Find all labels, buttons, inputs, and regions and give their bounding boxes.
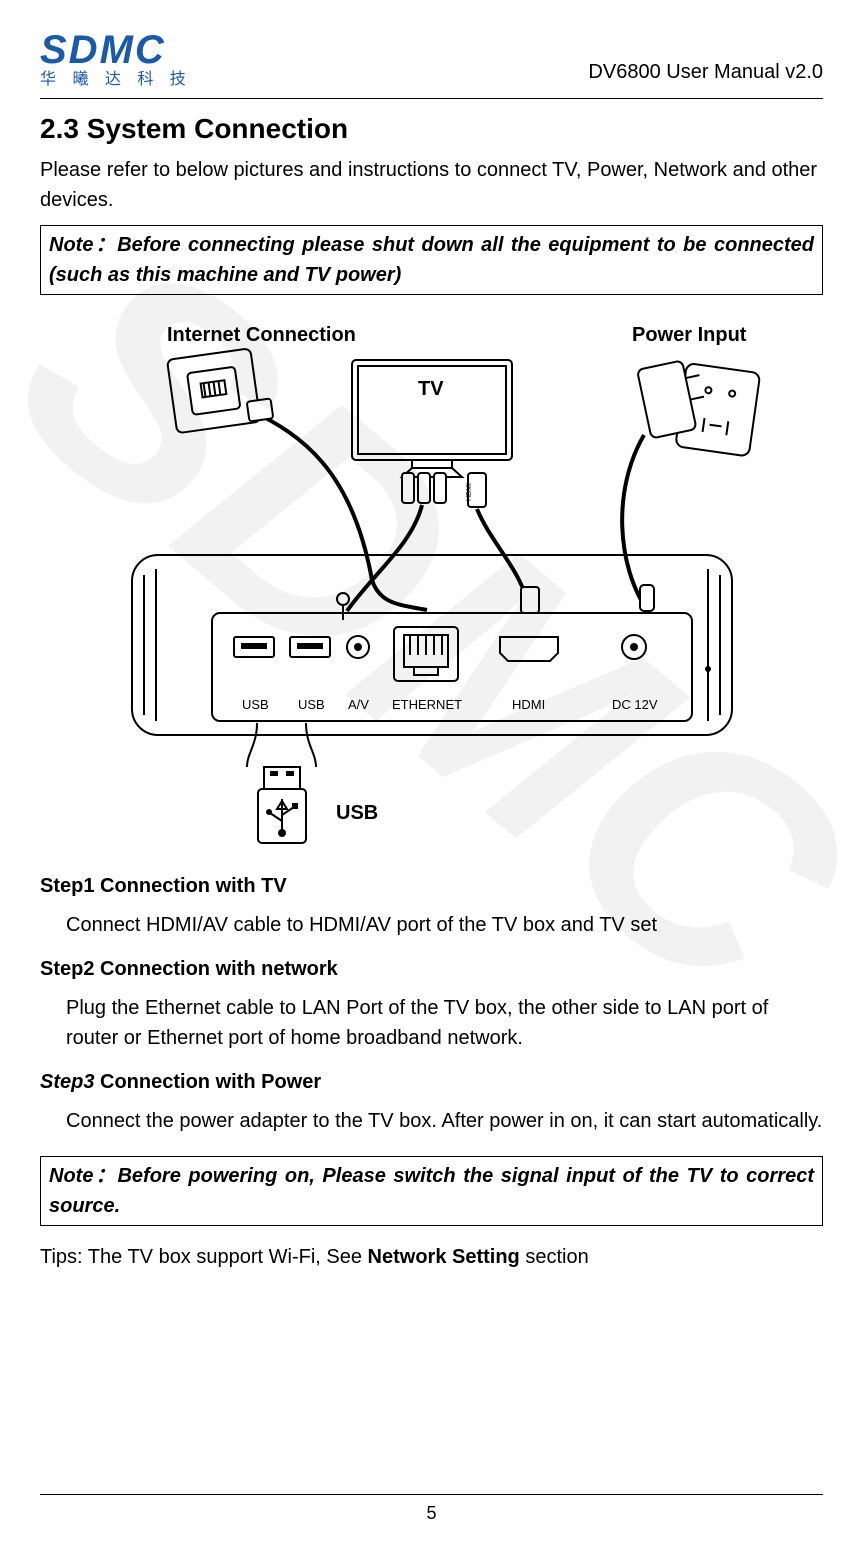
tips-prefix: Tips: The TV box support Wi-Fi, See: [40, 1246, 368, 1268]
step3-body: Connect the power adapter to the TV box.…: [66, 1106, 823, 1136]
note-box-1: Note：Before connecting please shut down …: [40, 225, 823, 295]
section-title: 2.3 System Connection: [40, 113, 823, 145]
doc-title: DV6800 User Manual v2.0: [588, 61, 823, 88]
wall-ethernet-icon: [167, 348, 260, 433]
tv-icon: TV: [352, 360, 512, 477]
logo: SDMC 华 曦 达 科 技: [40, 30, 192, 88]
plug-hdmi: [521, 587, 539, 613]
tips-bold: Network Setting: [368, 1246, 520, 1268]
footer: 5: [40, 1494, 823, 1524]
cable-power: [622, 435, 647, 610]
label-internet: Internet Connection: [167, 324, 356, 346]
device-box: USB USB A/V ETHERNET: [132, 555, 732, 735]
step2-title: Step2 Connection with network: [40, 958, 823, 981]
cable-av: [347, 505, 422, 611]
header-divider: [40, 98, 823, 99]
port-dc-label: DC 12V: [612, 697, 658, 712]
header: SDMC 华 曦 达 科 技 DV6800 User Manual v2.0: [40, 30, 823, 88]
port-av-label: A/V: [348, 697, 369, 712]
section-intro: Please refer to below pictures and instr…: [40, 155, 823, 215]
port-usb1-label: USB: [242, 697, 269, 712]
tv-av-ports-icon: [402, 473, 446, 503]
label-usb: USB: [336, 802, 378, 824]
logo-text: SDMC: [40, 30, 192, 70]
step2-body: Plug the Ethernet cable to LAN Port of t…: [66, 993, 823, 1053]
logo-subtext: 华 曦 达 科 技: [40, 72, 192, 88]
plug-av-jack: [337, 593, 349, 605]
step3-title-prefix: Step3: [40, 1071, 94, 1093]
label-tv: TV: [418, 378, 444, 400]
step3-title-rest: Connection with Power: [94, 1071, 321, 1093]
page-number: 5: [40, 1503, 823, 1524]
page: SDMC SDMC 华 曦 达 科 技 DV6800 User Manual v…: [0, 0, 863, 1558]
plug-eth-wall: [246, 398, 273, 421]
step1-body: Connect HDMI/AV cable to HDMI/AV port of…: [66, 910, 823, 940]
tv-hdmi-port-label: HDMI: [466, 483, 473, 501]
connection-diagram: Internet Connection Power Input: [40, 315, 823, 855]
port-hdmi-label: HDMI: [512, 697, 545, 712]
footer-divider: [40, 1494, 823, 1495]
step3-title: Step3 Connection with Power: [40, 1071, 823, 1094]
plug-dc: [640, 585, 654, 611]
usb-connector-lines: [247, 723, 316, 767]
port-eth-label: ETHERNET: [392, 697, 462, 712]
step1-title: Step1 Connection with TV: [40, 875, 823, 898]
port-usb2-label: USB: [298, 697, 325, 712]
label-power: Power Input: [632, 324, 747, 346]
note-box-2: Note：Before powering on, Please switch t…: [40, 1156, 823, 1226]
usb-dongle-icon: [258, 767, 306, 843]
tips-suffix: section: [520, 1246, 589, 1268]
tips-line: Tips: The TV box support Wi-Fi, See Netw…: [40, 1246, 823, 1269]
